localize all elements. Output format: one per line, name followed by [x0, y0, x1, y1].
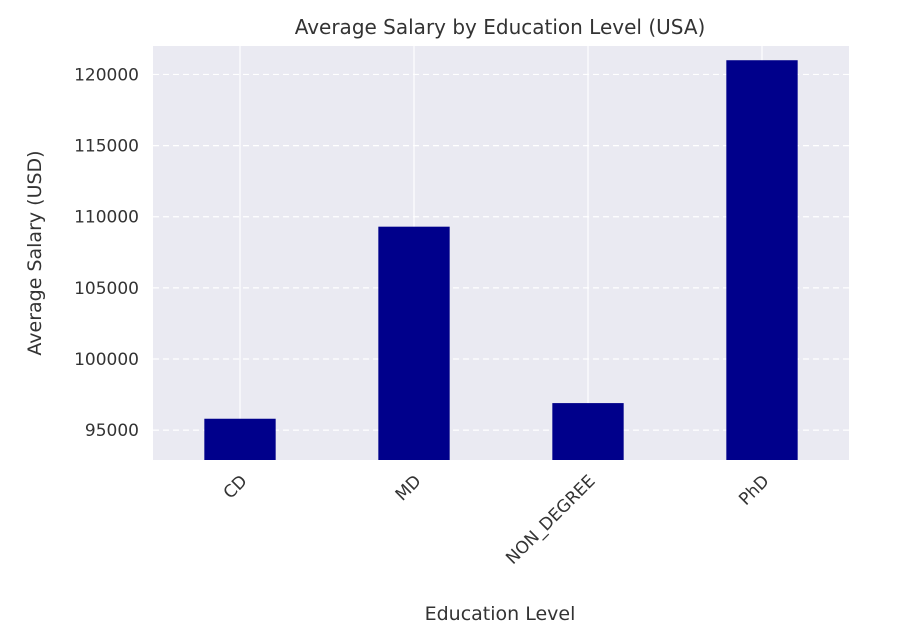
x-tick-label: CD — [220, 471, 252, 503]
bar-phd — [726, 60, 798, 460]
bar-md — [378, 226, 450, 460]
y-tick-label: 110000 — [74, 208, 139, 228]
y-tick-label: 120000 — [74, 65, 139, 85]
y-axis-label: Average Salary (USD) — [24, 150, 46, 355]
x-tick-label: NON_DEGREE — [502, 471, 599, 568]
y-tick-label: 95000 — [85, 421, 139, 441]
chart-title: Average Salary by Education Level (USA) — [295, 15, 706, 39]
bars — [204, 60, 798, 460]
x-tick-label: PhD — [735, 471, 773, 509]
bar-cd — [204, 418, 276, 460]
x-axis-label: Education Level — [425, 603, 576, 625]
y-tick-labels: 95000 100000 105000 110000 115000 120000 — [74, 65, 139, 441]
x-tick-labels: CD MD NON_DEGREE PhD — [220, 471, 774, 568]
x-tick-label: MD — [392, 471, 426, 505]
y-tick-label: 100000 — [74, 350, 139, 370]
bar-non-degree — [552, 403, 624, 460]
y-tick-label: 115000 — [74, 137, 139, 157]
y-tick-label: 105000 — [74, 279, 139, 299]
